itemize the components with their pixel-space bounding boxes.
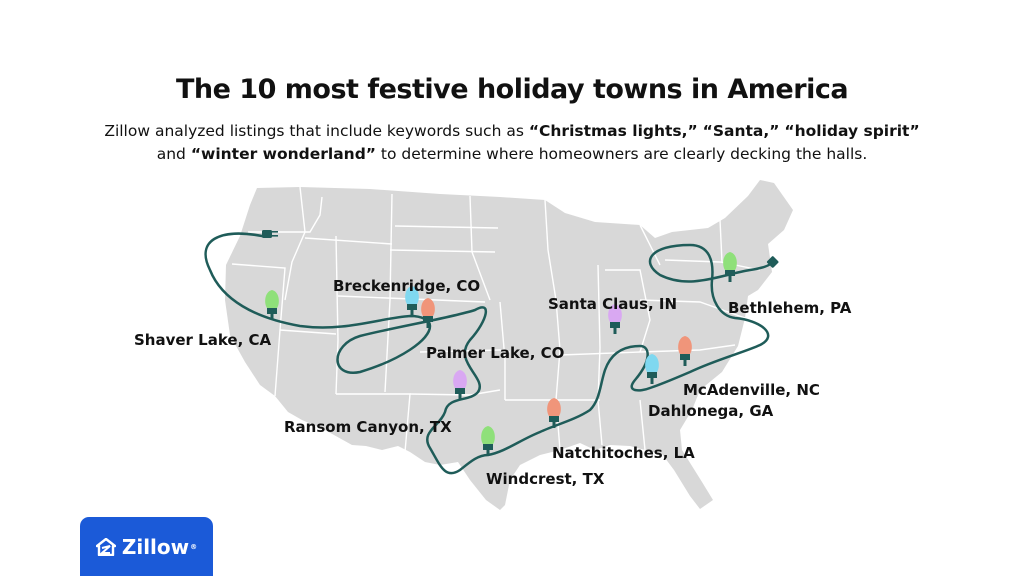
page-subtitle: Zillow analyzed listings that include ke… [40, 120, 984, 166]
keyword-christmas-lights: “Christmas lights,” [528, 122, 698, 140]
state-border [248, 196, 323, 233]
plug-east [766, 256, 779, 268]
bulb-socket [680, 354, 690, 360]
state-border [639, 224, 661, 266]
light-bulb-icon [405, 286, 419, 316]
keyword-holiday-spirit: “holiday spirit” [784, 122, 920, 140]
light-bulb-icon [608, 304, 622, 334]
state-border [639, 344, 736, 353]
state-border [335, 235, 339, 395]
plug-prong [272, 235, 278, 237]
bulb-socket [407, 304, 417, 310]
page-title: The 10 most festive holiday towns in Ame… [175, 74, 849, 105]
light-cord [204, 230, 779, 475]
light-bulb-icon [421, 298, 435, 328]
state-border [639, 299, 746, 319]
bulb-stem [410, 310, 414, 316]
bulb-glass [421, 298, 435, 316]
town-label-shaver-lake: Shaver Lake, CA [134, 331, 272, 349]
town-label-natchitoches: Natchitoches, LA [552, 444, 695, 462]
state-border [409, 389, 501, 396]
bulb-glass [265, 290, 279, 308]
state-border [639, 399, 646, 451]
town-label-dahlonega: Dahlonega, GA [648, 402, 774, 420]
light-bulb-icon [678, 336, 692, 366]
bulb-socket [549, 416, 559, 422]
zillow-house-icon [95, 537, 116, 556]
bulb-stem [270, 314, 274, 320]
light-bulb-icon [265, 290, 279, 320]
light-bulb-icon [547, 398, 561, 428]
state-border [284, 186, 306, 301]
light-bulb-icon [481, 426, 495, 456]
bulb-socket [610, 322, 620, 328]
bulb-glass [608, 304, 622, 322]
town-label-santa-claus: Santa Claus, IN [548, 295, 678, 313]
bulb-socket [647, 372, 657, 378]
christmas-light-cord [204, 232, 774, 475]
keyword-santa: “Santa,” [702, 122, 780, 140]
bulb-glass [723, 252, 737, 270]
state-border [597, 264, 603, 446]
bulb-stem [426, 322, 430, 328]
light-bulb-icon [453, 370, 467, 400]
light-bulb-icon [645, 354, 659, 384]
registered-mark: ® [190, 542, 198, 551]
state-border [664, 259, 761, 271]
bulb-socket [455, 388, 465, 394]
subtitle-text-3: to determine where homeowners are clearl… [375, 145, 868, 163]
subtitle-text-1: Zillow analyzed listings that include ke… [104, 122, 529, 140]
state-border [231, 263, 286, 397]
state-border [499, 301, 506, 400]
plug-prong [272, 231, 278, 233]
state-border [304, 237, 393, 245]
bulb-socket [267, 308, 277, 314]
state-borders [231, 186, 761, 453]
town-label-ransom-canyon: Ransom Canyon, TX [284, 418, 452, 436]
bulb-socket [423, 316, 433, 322]
light-bulb-icon [723, 252, 737, 282]
bulb-stem [458, 394, 462, 400]
state-border [605, 269, 651, 353]
town-label-mcadenville: McAdenville, NC [683, 381, 820, 399]
state-border [719, 219, 723, 263]
bulb-glass [645, 354, 659, 372]
bulb-glass [481, 426, 495, 444]
light-bulbs [265, 252, 737, 456]
town-label-bethlehem: Bethlehem, PA [728, 299, 852, 317]
zillow-logo-text: Zillow [121, 534, 190, 559]
keyword-winter-wonderland: “winter wonderland” [190, 145, 376, 163]
town-label-windcrest: Windcrest, TX [486, 470, 605, 488]
bulb-glass [678, 336, 692, 354]
subtitle-text-2: and [156, 145, 191, 163]
zillow-logo: Zillow ® [80, 517, 213, 576]
state-border [279, 329, 337, 335]
state-border [469, 195, 491, 301]
bulb-stem [486, 450, 490, 456]
town-label-breckenridge: Breckenridge, CO [333, 277, 481, 295]
town-label-palmer-lake: Palmer Lake, CO [426, 344, 565, 362]
plug-icon [262, 230, 272, 238]
plug-west [262, 230, 278, 238]
bulb-stem [552, 422, 556, 428]
bulb-stem [728, 276, 732, 282]
bulb-socket [725, 270, 735, 276]
state-border [389, 249, 496, 253]
bulb-glass [453, 370, 467, 388]
state-border [419, 349, 511, 353]
bulb-stem [683, 360, 687, 366]
bulb-stem [613, 328, 617, 334]
state-border [394, 225, 499, 229]
plug-end-icon [766, 256, 779, 268]
bulb-glass [405, 286, 419, 304]
bulb-stem [650, 378, 654, 384]
bulb-glass [547, 398, 561, 416]
bulb-socket [483, 444, 493, 450]
